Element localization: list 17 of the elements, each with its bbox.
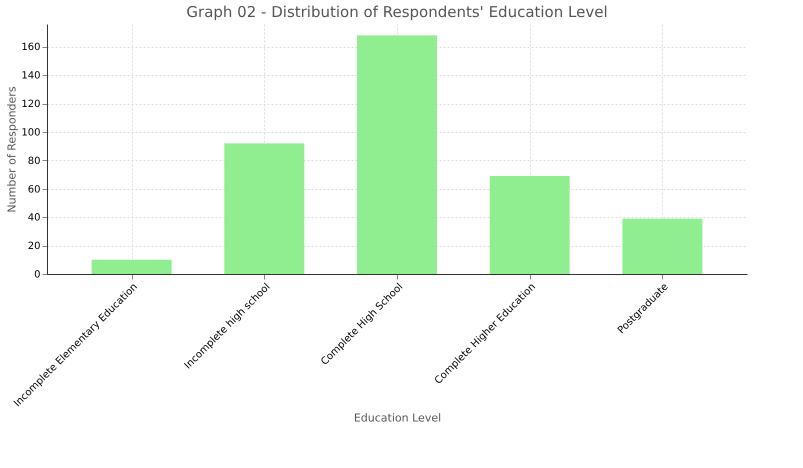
y-tick-label: 120 (21, 99, 40, 110)
y-axis-title: Number of Responders (5, 86, 18, 213)
bar (622, 218, 702, 274)
y-tick-label: 140 (21, 70, 40, 82)
y-tick-label: 40 (28, 212, 40, 224)
y-tick-label: 160 (21, 42, 40, 54)
y-tick-label: 80 (28, 156, 40, 167)
y-tick-label: 0 (34, 270, 40, 280)
y-tick-label: 20 (28, 241, 40, 252)
bar (224, 143, 304, 274)
y-tick-label: 60 (28, 184, 40, 196)
chart-title: Graph 02 - Distribution of Respondents' Education Level (186, 3, 608, 21)
y-tick-label: 100 (21, 127, 40, 138)
bar (92, 260, 172, 274)
bar (357, 35, 437, 274)
bar (490, 176, 570, 274)
x-axis-title: Education Level (354, 412, 442, 425)
